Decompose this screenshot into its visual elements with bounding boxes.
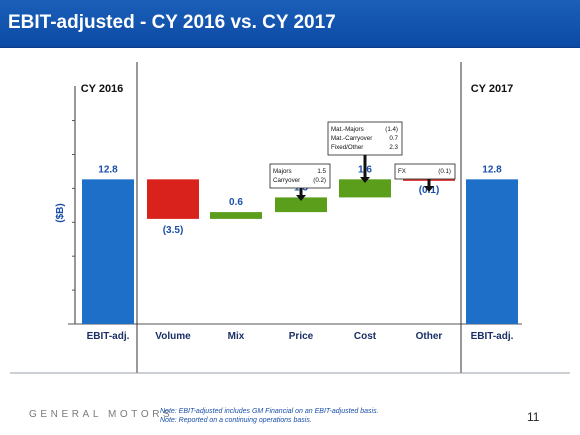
- bar-volume-1: [147, 179, 199, 219]
- value-label-volume-1: (3.5): [163, 225, 184, 236]
- category-label-other-5: Other: [416, 331, 443, 342]
- callout-box: [394, 163, 456, 180]
- bars-layer: [82, 179, 518, 324]
- callout-row-label: FX: [398, 168, 406, 175]
- axes-layer: [10, 62, 570, 374]
- callout-price: Majors 1.5 Carryover (0.2): [269, 163, 331, 201]
- footnote-2: Note: Reported on a continuing operation…: [160, 417, 312, 424]
- bar-ebit-adj-0: [82, 179, 134, 324]
- callout-row-label: Mat.-Carryover: [331, 135, 372, 142]
- callout-row-value: (0.1): [438, 168, 451, 175]
- period-label-start: CY 2016: [81, 83, 124, 95]
- category-label-ebit-adj-0: EBIT-adj.: [87, 331, 130, 342]
- category-label-cost-4: Cost: [354, 331, 377, 342]
- category-label-price-3: Price: [289, 331, 314, 342]
- callout-row-value: 2.3: [389, 144, 398, 151]
- page-number: 11: [527, 410, 540, 424]
- value-label-ebit-adj-0: 12.8: [98, 164, 118, 175]
- callout-arrow-head: [360, 177, 370, 183]
- y-axis-label: ($B): [55, 203, 66, 222]
- title-bar: EBIT-adjusted - CY 2016 vs. CY 2017: [0, 0, 580, 48]
- callout-arrow-head: [424, 186, 434, 192]
- category-label-volume-1: Volume: [155, 331, 191, 342]
- callout-row-value: (1.4): [385, 126, 398, 133]
- callout-box: [327, 121, 403, 156]
- bar-cost-4: [339, 179, 391, 198]
- bar-price-3: [275, 197, 327, 213]
- callout-cost: Mat.-Majors (1.4) Mat.-Carryover 0.7 Fixed/O…: [327, 121, 403, 183]
- brand-wordmark: GENERAL MOTORS: [29, 409, 174, 420]
- bar-ebit-adj-6: [466, 179, 518, 324]
- category-label-mix-2: Mix: [228, 331, 245, 342]
- category-label-ebit-adj-6: EBIT-adj.: [471, 331, 514, 342]
- callout-row-label: Majors: [273, 168, 292, 175]
- slide-title: EBIT-adjusted - CY 2016 vs. CY 2017: [8, 12, 336, 33]
- value-label-mix-2: 0.6: [229, 197, 243, 208]
- callout-box: [269, 163, 331, 189]
- callout-row-label: Fixed/Other: [331, 144, 363, 151]
- callout-row-value: 0.7: [389, 135, 398, 142]
- value-label-ebit-adj-6: 12.8: [482, 164, 502, 175]
- footer: GENERAL MOTORS Note: EBIT-adjusted inclu…: [0, 396, 580, 435]
- footnote-1: Note: EBIT-adjusted includes GM Financia…: [160, 408, 379, 415]
- callout-row-value: 1.5: [317, 168, 326, 175]
- callout-row-label: Carryover: [273, 177, 300, 184]
- callout-arrow-head: [296, 195, 306, 201]
- callout-row-value: (0.2): [313, 177, 326, 184]
- bar-mix-2: [210, 212, 262, 219]
- callout-row-label: Mat.-Majors: [331, 126, 364, 133]
- callout-other: FX (0.1): [394, 163, 456, 192]
- period-label-end: CY 2017: [471, 83, 514, 95]
